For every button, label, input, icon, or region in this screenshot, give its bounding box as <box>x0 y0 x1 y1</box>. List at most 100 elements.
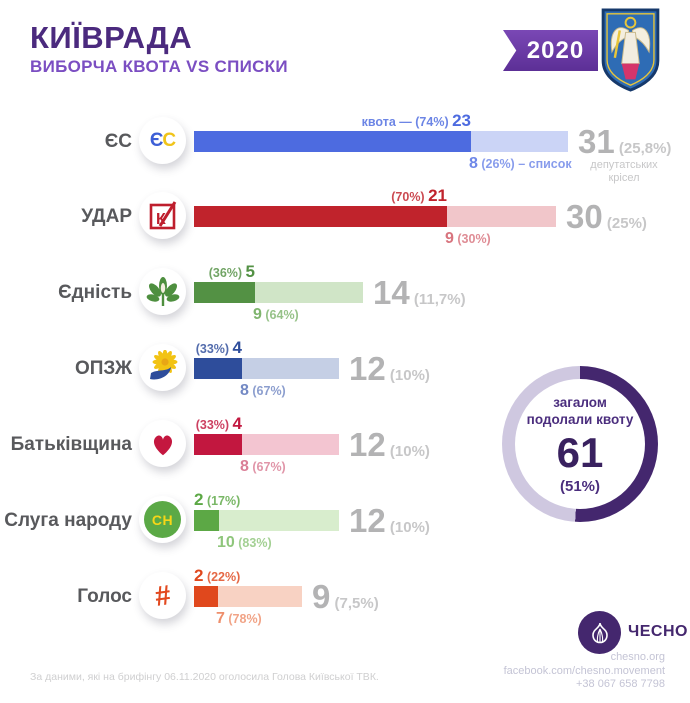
total-seats-number: 30 <box>566 198 603 235</box>
list-value-label: 8 (26%) – список <box>469 155 572 173</box>
quota-value-label: 2 (22%) <box>194 566 240 586</box>
seat-count: 2 <box>194 490 204 509</box>
quota-donut-chart: загалом подолали квоту 61 (51%) <box>502 366 658 522</box>
year-ribbon: 2020 <box>503 30 598 71</box>
seat-bar: (33%) 4 8 (67%) <box>194 338 339 399</box>
seat-count: 4 <box>232 414 242 433</box>
total-seats-number: 12 <box>349 426 386 463</box>
phone-number: +38 067 658 7798 <box>575 678 665 690</box>
kyiv-coat-of-arms-icon <box>601 8 660 92</box>
seat-count: 8 <box>240 458 249 475</box>
quota-value-label: (33%) 4 <box>196 414 242 434</box>
facebook-link: facebook.com/chesno.movement <box>503 664 665 677</box>
sn-party-logo-icon: СН <box>139 496 186 543</box>
percent-text: (78%) <box>224 612 262 626</box>
donut-value: 61 <box>556 428 604 476</box>
total-seats-label: 14 (11,7%) <box>373 274 466 312</box>
seat-bar: 2 (17%) 10 (83%) <box>194 490 339 551</box>
seat-count: 9 <box>445 230 454 247</box>
percent-text: (26%) – список <box>477 157 572 171</box>
garlic-icon <box>591 622 608 643</box>
quota-value-label: (70%) 21 <box>391 186 447 206</box>
seat-bar: (36%) 5 9 (64%) <box>194 262 363 323</box>
percent-text: (67%) <box>248 460 286 474</box>
chesno-wordmark: ЧЕСНО <box>628 623 688 640</box>
year-badge: 2020 <box>526 36 585 64</box>
seat-bar: (70%) 21 9 (30%) <box>194 186 556 247</box>
total-seats-label: 12 (10%) <box>349 350 430 388</box>
quota-value-label: (36%) 5 <box>209 262 255 282</box>
party-row: Слуга народу СН 2 (17%) 10 (83%) 12 (10%) <box>0 485 690 559</box>
percent-text: (64%) <box>261 308 299 322</box>
hashtag-logo-icon: # <box>139 572 186 619</box>
percent-text: квота — (74%) <box>361 115 453 129</box>
percent-text: (36%) <box>208 266 246 280</box>
seat-count: 10 <box>217 534 235 551</box>
total-seats-number: 31 <box>578 123 615 160</box>
total-seats-label: 12 (10%) <box>349 502 430 540</box>
total-seats-number: 14 <box>373 274 410 311</box>
donut-center-text: загалом подолали квоту 61 (51%) <box>502 366 658 522</box>
total-seats-number: 12 <box>349 502 386 539</box>
seat-bar: квота — (74%) 23 8 (26%) – список <box>194 111 572 172</box>
percent-text: (33%) <box>195 342 233 356</box>
list-bar-segment <box>194 586 302 607</box>
seat-count: 8 <box>240 382 249 399</box>
percent-text: (22%) <box>203 570 241 584</box>
list-value-label: 8 (67%) <box>240 458 286 476</box>
sunflower-logo-icon <box>139 344 186 391</box>
quota-value-label: (33%) 4 <box>196 338 242 358</box>
quota-bar-segment <box>194 206 447 227</box>
party-row: УДАР К (70%) 21 9 (30%) 30 (25%) <box>0 181 690 255</box>
total-seats-percent: (10%) <box>385 519 430 536</box>
quota-bar-segment <box>194 510 219 531</box>
total-seats-label: 9 (7,5%) <box>312 578 379 616</box>
quota-value-label: квота — (74%) 23 <box>362 111 471 131</box>
list-value-label: 9 (64%) <box>253 306 299 324</box>
quota-bar-segment <box>194 586 218 607</box>
es-party-logo-icon: ЄС <box>139 117 186 164</box>
percent-text: (33%) <box>195 418 233 432</box>
percent-text: (83%) <box>234 536 272 550</box>
source-note: За даними, які на брифінгу 06.11.2020 ог… <box>30 671 379 683</box>
party-name-label: Єдність <box>58 282 132 303</box>
website-link: chesno.org <box>610 651 665 663</box>
percent-text: (17%) <box>203 494 241 508</box>
donut-label: загалом подолали квоту <box>526 394 634 427</box>
party-row: Єдність (36%) 5 9 (64%) 14 (11,7%) <box>0 257 690 331</box>
page-subtitle: ВИБОРЧА КВОТА VS СПИСКИ <box>30 57 288 76</box>
quota-value-label: 2 (17%) <box>194 490 240 510</box>
list-value-label: 9 (30%) <box>445 230 491 248</box>
total-seats-percent: (7,5%) <box>330 595 379 612</box>
donut-percent: (51%) <box>559 477 600 495</box>
party-row: Батьківщина (33%) 4 8 (67%) 12 (10%) <box>0 409 690 483</box>
seat-count: 23 <box>452 111 471 130</box>
contact-block: chesno.org facebook.com/chesno.movement … <box>504 651 665 692</box>
party-name-label: Слуга народу <box>4 510 132 531</box>
seat-count: 5 <box>245 262 255 281</box>
quota-bar-segment <box>194 282 255 303</box>
total-seats-label: 12 (10%) <box>349 426 430 464</box>
percent-text: (67%) <box>248 384 286 398</box>
seat-bar: 2 (22%) 7 (78%) <box>194 566 302 627</box>
chesno-logo <box>578 611 621 654</box>
svg-text:К: К <box>156 211 166 228</box>
party-name-label: УДАР <box>81 206 132 227</box>
list-value-label: 8 (67%) <box>240 382 286 400</box>
total-seats-label: 31 (25,8%) <box>578 123 671 161</box>
total-seats-percent: (25,8%) <box>614 140 672 157</box>
total-seats-percent: (10%) <box>385 443 430 460</box>
party-row: Голос #2 (22%) 7 (78%) 9 (7,5%) <box>0 561 690 635</box>
party-name-label: ЄС <box>104 131 132 152</box>
list-bar-segment <box>194 510 339 531</box>
seat-count: 9 <box>253 306 262 323</box>
seat-bar: (33%) 4 8 (67%) <box>194 414 339 475</box>
percent-text: (30%) <box>453 232 491 246</box>
total-seats-number: 9 <box>312 578 331 615</box>
party-name-label: ОПЗЖ <box>74 358 132 379</box>
heart-logo-icon <box>139 420 186 467</box>
total-seats-percent: (25%) <box>602 215 647 232</box>
party-row: ОПЗЖ (33%) 4 8 (67%) 12 (10%) <box>0 333 690 407</box>
seat-count: 21 <box>428 186 447 205</box>
